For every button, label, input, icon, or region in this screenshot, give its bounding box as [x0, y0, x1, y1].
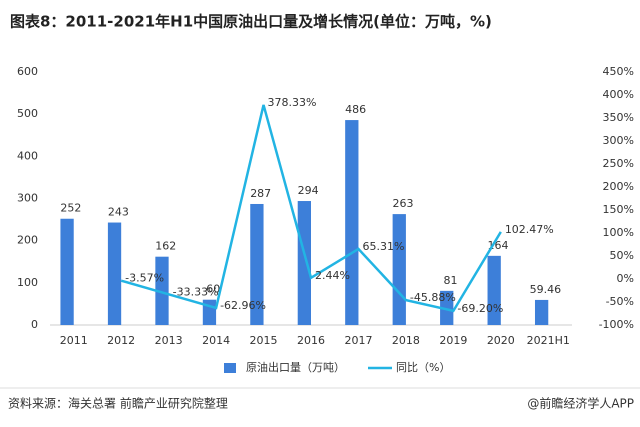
bar [487, 255, 501, 325]
x-tick-label: 2011 [60, 334, 88, 347]
bar [440, 290, 454, 325]
line-label: -62.96% [220, 299, 266, 312]
bar-label: 59.46 [530, 283, 562, 296]
y2-tick-label: 300% [603, 134, 634, 147]
source: 资料来源：海关总署 前瞻产业研究院整理 [8, 396, 228, 411]
bar-label: 252 [60, 202, 81, 215]
bar [60, 218, 74, 325]
line-label: -3.57% [125, 272, 164, 285]
x-tick-label: 2021H1 [527, 334, 570, 347]
x-tick-label: 2020 [487, 334, 515, 347]
bar-label: 162 [155, 240, 176, 253]
y2-tick-label: -50% [606, 295, 634, 308]
y2-tick-label: 50% [610, 249, 634, 262]
y2-tick-label: 150% [603, 203, 634, 216]
line [120, 104, 502, 313]
x-tick-label: 2013 [155, 334, 183, 347]
line-label: 378.33% [268, 96, 317, 109]
bar-label: 81 [444, 274, 458, 287]
x-tick-label: 2015 [250, 334, 278, 347]
bar [250, 203, 264, 325]
line-label: 65.31% [362, 240, 404, 253]
bar-label: 243 [108, 206, 129, 219]
credit: @前瞻经济学人APP [527, 396, 634, 411]
y-tick-label: 300 [17, 192, 38, 205]
x-tick-label: 2014 [202, 334, 230, 347]
bar [297, 201, 311, 325]
bar-label: 263 [393, 197, 414, 210]
bar-label: 486 [345, 103, 366, 116]
x-tick-label: 2018 [392, 334, 420, 347]
y-tick-label: 600 [17, 65, 38, 78]
y-tick-label: 0 [31, 318, 38, 331]
line-label: -33.33% [173, 285, 219, 298]
line-label: 102.47% [505, 223, 554, 236]
bar [345, 120, 359, 325]
y2-tick-label: 250% [603, 157, 634, 170]
y2-tick-label: -100% [599, 318, 634, 331]
y2-tick-label: 0% [617, 272, 634, 285]
bar-label: 287 [250, 187, 271, 200]
y2-tick-label: 350% [603, 111, 634, 124]
bar-label: 164 [487, 239, 508, 252]
chart-title: 图表8：2011-2021年H1中国原油出口量及增长情况(单位：万吨，%) [10, 13, 492, 31]
y-tick-label: 400 [17, 149, 38, 162]
bar-label: 60 [206, 283, 220, 296]
bar [107, 222, 122, 325]
bar-label: 294 [298, 184, 319, 197]
bar [534, 299, 549, 325]
y2-tick-label: 450% [603, 65, 634, 78]
y2-tick-label: 200% [603, 180, 634, 193]
y-tick-label: 500 [17, 107, 38, 120]
y2-tick-label: 100% [603, 226, 634, 239]
x-tick-label: 2017 [344, 334, 372, 347]
y-tick-label: 200 [17, 234, 38, 247]
bar [392, 214, 406, 325]
legend-label: 原油出口量（万吨） [246, 360, 345, 374]
legend-swatch [224, 363, 236, 373]
line-label: -69.20% [457, 302, 503, 315]
y-tick-label: 100 [17, 276, 38, 289]
y2-tick-label: 400% [603, 88, 634, 101]
line-label: -45.88% [410, 291, 456, 304]
x-tick-label: 2012 [107, 334, 135, 347]
legend-label: 同比（%） [396, 361, 450, 374]
bar [155, 256, 169, 325]
x-tick-label: 2019 [439, 334, 467, 347]
line-label: 2.44% [315, 269, 350, 282]
x-tick-label: 2016 [297, 334, 325, 347]
